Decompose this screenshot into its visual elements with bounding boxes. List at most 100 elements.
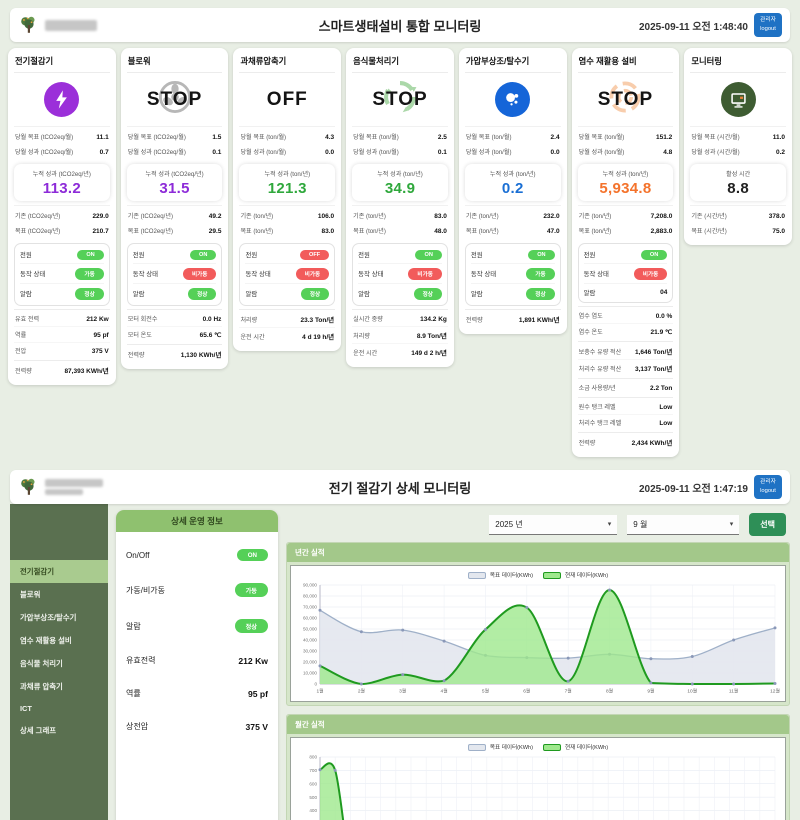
- metric-group: 전력량 2,434 KWh/년: [577, 432, 674, 450]
- summary-box: 누적 성과 (ton/년) 34.9: [352, 164, 448, 201]
- metric-row: 기존 (ton/년) 106.0: [240, 213, 335, 220]
- card-hero: [690, 73, 787, 127]
- logout-button[interactable]: 관리자 logout: [754, 13, 782, 37]
- year-select[interactable]: 2025 년 ▾: [489, 514, 618, 535]
- svg-text:800: 800: [309, 755, 317, 760]
- status-badge: 비가동: [295, 267, 330, 280]
- metric-row: 당월 성과 (tCO2eq/월) 0.1: [127, 149, 222, 156]
- status-row: 동작 상태 비가동: [583, 263, 668, 283]
- status-badge: 정상: [234, 619, 268, 633]
- status-box: 전원 ON 동작 상태 비가동 알람 04: [577, 243, 674, 303]
- svg-text:80,000: 80,000: [303, 594, 317, 599]
- status-badge: 비가동: [633, 267, 668, 280]
- status-box: 전원 ON 동작 상태 가동 알람 정상: [464, 243, 561, 306]
- yearly-chart-legend: 목표 데이터(KWh) 현재 데이터(KWh): [293, 568, 783, 580]
- equipment-card: 염수 재활용 설비 STOP 당월 목표 (ton/월) 151.2 당월 성과 (…: [571, 48, 680, 457]
- yearly-chart-body: 목표 데이터(KWh) 현재 데이터(KWh) 0 10,000 20,000 30,…: [290, 565, 786, 702]
- metric-row: 당월 성과 (ton/월) 0.0: [465, 149, 560, 156]
- summary-value: 113.2: [42, 180, 81, 197]
- chevron-down-icon: ▾: [607, 521, 612, 528]
- svg-text:2월: 2월: [358, 688, 365, 695]
- detail-row: On/Off ON: [126, 538, 268, 572]
- summary-label: 누적 성과 (ton/년): [264, 171, 311, 178]
- metric-row: 목표 (tCO2eq/년) 29.5: [127, 228, 222, 235]
- summary-value: 8.8: [727, 180, 750, 197]
- metric-row: 목표 (ton/년) 48.0: [353, 228, 447, 235]
- goal-rows: 당월 목표 (ton/월) 151.2 당월 성과 (ton/월) 4.8: [578, 127, 674, 162]
- metric-row: 목표 (ton/년) 2,883.0: [578, 228, 673, 235]
- status-badge: 비가동: [408, 267, 442, 280]
- svg-text:40,000: 40,000: [303, 638, 317, 643]
- summary-box: 누적 성과 (ton/년) 0.2: [465, 164, 561, 201]
- metric-row: 전력량 1,130 KWh/년: [127, 352, 222, 359]
- sidebar-item[interactable]: 음식물 처리기: [20, 659, 63, 668]
- metric-row: 기존 (tCO2eq/년) 229.0: [15, 213, 109, 220]
- equipment-card: 블로워 STOP 당월 목표 (tCO2eq/월) 1.5 당월 성과 (tCO2e…: [120, 48, 229, 369]
- detail-datetime-label: 2025-09-11 오전 1:47:19: [638, 483, 748, 495]
- status-box: 전원 ON 동작 상태 비가동 알람 정상: [126, 243, 223, 306]
- recycle-icon: [381, 78, 419, 121]
- status-badge: 가동: [75, 267, 104, 280]
- legend-item: 목표 데이터(KWh): [467, 571, 533, 579]
- status-row: 동작 상태 비가동: [358, 263, 442, 283]
- fan-icon: [156, 78, 194, 121]
- sidebar-item[interactable]: 상세 그래프: [20, 726, 57, 735]
- metric-row: 모터 회전수 0.0 Hz: [127, 316, 222, 323]
- sidebar-item[interactable]: 전기절감기: [10, 560, 108, 583]
- logo-text-redacted: [45, 489, 83, 495]
- status-row: 전원 ON: [358, 246, 442, 263]
- summary-box: 누적 성과 (tCO2eq/년) 113.2: [14, 164, 110, 201]
- svg-text:60,000: 60,000: [303, 616, 317, 621]
- status-row: 전원 ON: [133, 246, 217, 263]
- yearly-chart-card: 년간 실적 목표 데이터(KWh) 현재 데이터(KWh) 0 10,000 20,…: [286, 542, 790, 706]
- select-button[interactable]: 선택: [749, 513, 786, 536]
- metric-row: 역률 95 pf: [14, 326, 110, 342]
- charts-column: 2025 년 ▾ 9 월 ▾ 선택 년간 실적 목표 데이터(KWh) 현재: [286, 504, 790, 820]
- card-title: 전기절감기: [14, 54, 110, 73]
- metric-group: 염수 염도 0.0 % 염수 온도 21.9 ℃: [577, 306, 674, 339]
- month-select[interactable]: 9 월 ▾: [627, 514, 740, 535]
- summary-box: 누적 성과 (ton/년) 5,934.8: [578, 164, 674, 201]
- year-select-value: 2025 년: [495, 519, 523, 529]
- metric-group: 처리량 23.3 Ton/년 운전 시간 4 d 19 h/년: [239, 309, 336, 344]
- logout-button-2[interactable]: 관리자 logout: [754, 475, 782, 499]
- summary-label: 활성 시간: [726, 171, 751, 178]
- detail-value: 212 Kw: [238, 655, 268, 666]
- logo-text-redacted: [45, 19, 97, 31]
- metric-row: 기존 (ton/년) 7,208.0: [578, 213, 673, 220]
- metric-row: 염수 온도 21.9 ℃: [577, 323, 674, 339]
- monthly-chart-plot: 01002003004005006007008001일2일3일4일5일6일7일8…: [309, 755, 776, 820]
- sidebar-item[interactable]: 염수 재활용 설비: [20, 636, 72, 645]
- summary-label: 누적 성과 (tCO2eq/년): [32, 171, 91, 178]
- metric-group: 전력량 1,891 KWh/년: [464, 309, 561, 327]
- metric-group: 전력량 1,130 KWh/년: [126, 344, 223, 362]
- sidebar-item[interactable]: 블로워: [20, 590, 41, 599]
- goal-rows: 당월 목표 (tCO2eq/월) 1.5 당월 성과 (tCO2eq/월) 0.1: [127, 127, 223, 162]
- base-rows: 기존 (시간/년) 378.0 목표 (시간/년) 75.0: [690, 205, 787, 238]
- svg-text:1월: 1월: [316, 688, 323, 695]
- base-rows: 기존 (ton/년) 232.0 목표 (ton/년) 47.0: [464, 205, 561, 238]
- sidebar-item[interactable]: 과채류 압축기: [20, 682, 63, 691]
- overview-header: 스마트생태설비 통합 모니터링 2025-09-11 오전 1:48:40 관리…: [10, 8, 790, 42]
- metric-row: 당월 목표 (시간/월) 11.0: [691, 134, 786, 141]
- status-row: 동작 상태 비가동: [132, 263, 217, 283]
- yearly-chart-title: 년간 실적: [287, 543, 789, 562]
- month-select-value: 9 월: [633, 519, 648, 529]
- sidebar-item[interactable]: ICT: [20, 704, 32, 713]
- logo-text-redacted: [45, 479, 103, 487]
- monthly-chart-card: 월간 실적 목표 데이터(KWh) 현재 데이터(KWh) 0100200300…: [286, 714, 790, 820]
- sidebar-item[interactable]: 가압부상조/탈수기: [20, 613, 77, 622]
- legend-label: 목표 데이터(KWh): [489, 573, 533, 579]
- summary-box: 누적 성과 (ton/년) 121.3: [239, 164, 335, 201]
- detail-value: 375 V: [245, 721, 268, 732]
- metric-group: 원수 탱크 레벨 Low 처리수 탱크 레벨 Low: [577, 397, 674, 430]
- metric-row: 기존 (tCO2eq/년) 49.2: [127, 213, 222, 220]
- detail-row: 가동/비가동 가동: [126, 572, 268, 608]
- metric-row: 당월 목표 (ton/월) 4.3: [240, 134, 335, 141]
- tree-logo-icon: [21, 16, 35, 33]
- status-badge: ON: [415, 249, 442, 260]
- detail-row: 유효전력 212 Kw: [126, 655, 268, 666]
- equipment-card: 모니터링 당월 목표 (시간/월) 11.0 당월 성과 (시간/월) 0.2 활성 …: [684, 48, 793, 245]
- detail-panel-rows: On/Off ON 가동/비가동 가동 알람 정상 유효전력 212 Kw 역률 95 pf 상전압…: [116, 532, 278, 749]
- detail-info-panel: 상세 운영 정보 On/Off ON 가동/비가동 가동 알람 정상 유효전력 212 Kw 역…: [116, 510, 278, 820]
